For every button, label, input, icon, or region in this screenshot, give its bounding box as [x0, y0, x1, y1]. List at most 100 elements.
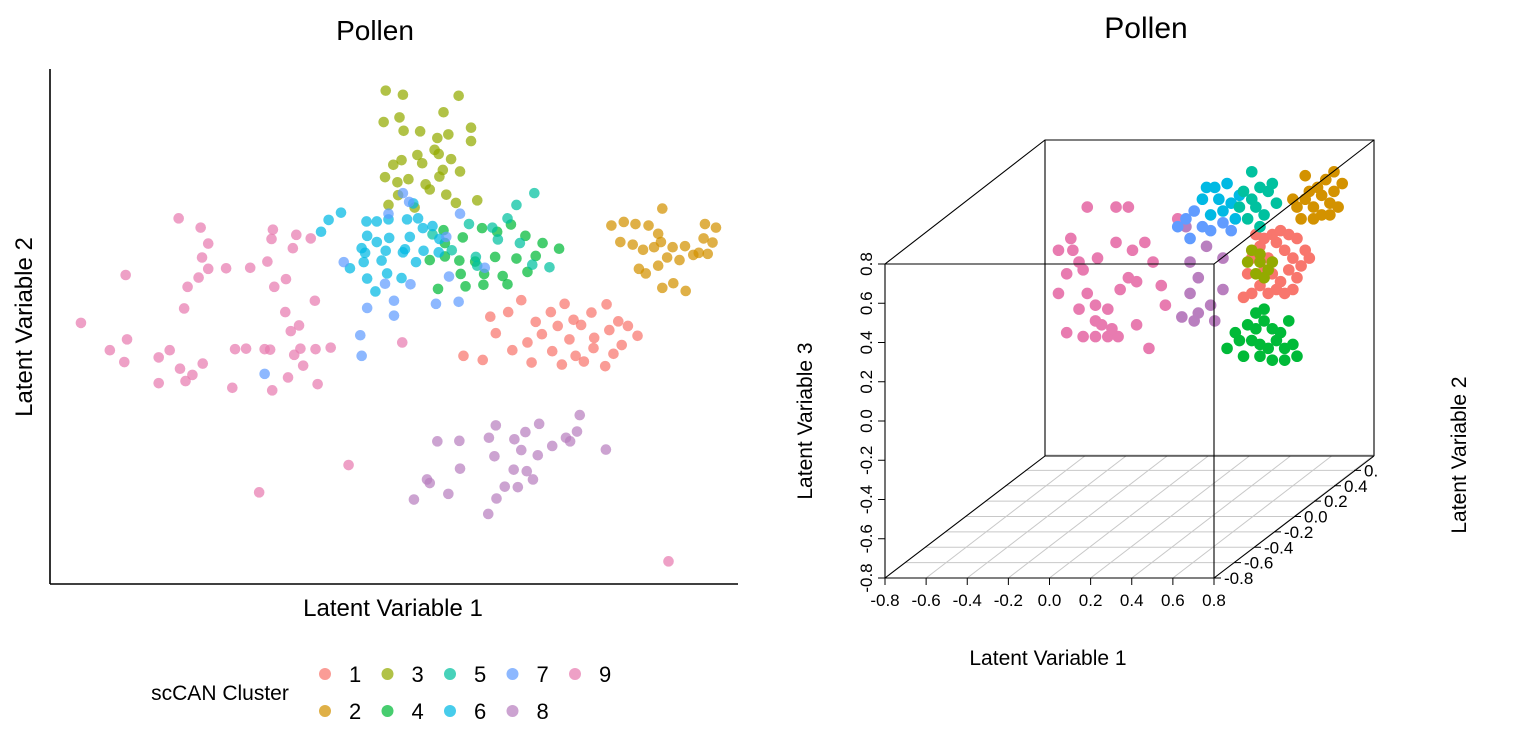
point-cluster-9 — [196, 252, 208, 263]
point3d-cluster-2 — [1324, 209, 1336, 221]
x-tick-label: -0.4 — [953, 591, 982, 610]
point-cluster-1 — [485, 311, 496, 323]
x-tick-label: 0.8 — [1202, 591, 1226, 610]
point-cluster-8 — [454, 435, 465, 447]
point-cluster-3 — [380, 85, 392, 96]
point-cluster-8 — [482, 508, 494, 520]
point-cluster-1 — [601, 299, 612, 310]
point3d-cluster-9 — [1077, 330, 1089, 343]
point-cluster-9 — [285, 325, 297, 337]
point-cluster-5 — [502, 213, 513, 224]
point3d-cluster-9 — [1159, 299, 1172, 312]
z-tick-label: 0.8 — [857, 252, 876, 276]
point3d-cluster-1 — [1287, 283, 1299, 296]
point3d-cluster-9 — [1067, 244, 1079, 257]
point-cluster-1 — [536, 328, 548, 340]
point3d-cluster-5 — [1245, 193, 1258, 206]
point-cluster-7 — [338, 256, 350, 268]
point3d-cluster-2 — [1319, 173, 1332, 186]
point-cluster-9 — [293, 320, 305, 331]
point-cluster-7 — [430, 298, 442, 310]
point3d-cluster-5 — [1254, 220, 1266, 233]
point-cluster-1 — [559, 298, 570, 310]
point-cluster-1 — [575, 319, 587, 331]
point-cluster-8 — [564, 436, 576, 447]
point3d-cluster-7 — [1204, 224, 1217, 237]
point3d-cluster-2 — [1336, 177, 1349, 190]
point-cluster-6 — [315, 226, 327, 238]
legend-label-4: 4 — [412, 699, 424, 724]
point3d-cluster-4 — [1254, 350, 1266, 363]
z-tick-label: 0.0 — [857, 409, 876, 433]
point-cluster-1 — [586, 307, 597, 318]
point3d-cluster-9 — [1112, 330, 1124, 343]
y-tick-label: 0.0 — [1304, 508, 1328, 527]
point3d-cluster-2 — [1295, 213, 1307, 225]
point3d-cluster-4 — [1262, 342, 1274, 355]
x-tick-label: 0.6 — [1161, 591, 1185, 610]
point3d-cluster-9 — [1081, 287, 1094, 300]
x-tick-label: -0.6 — [911, 591, 940, 610]
point-cluster-6 — [358, 256, 370, 268]
z-tick-label: -0.4 — [857, 485, 876, 514]
point-cluster-9 — [104, 344, 116, 356]
axis-ticks-3d: -0.8 -0.6 -0.4 -0.2 0.0 0.2 0.4 0.6 0.8-0.8-0.6-… — [857, 252, 1378, 610]
point3d-cluster-1 — [1241, 268, 1254, 280]
point3d-cluster-9 — [1139, 236, 1151, 249]
point-cluster-6 — [323, 214, 334, 226]
point-cluster-7 — [440, 231, 452, 243]
y-tick-label: -0.4 — [1264, 538, 1293, 557]
point-cluster-7 — [379, 278, 391, 290]
point-cluster-3 — [396, 154, 407, 166]
point3d-cluster-4 — [1287, 338, 1299, 351]
y-tick-label: 0. — [1364, 461, 1378, 480]
point-cluster-4 — [476, 222, 488, 234]
point-cluster-9 — [309, 295, 321, 307]
point-cluster-2 — [618, 216, 630, 228]
x-tick-label: 0.4 — [1120, 591, 1144, 610]
point3d-cluster-6 — [1204, 209, 1217, 221]
point-cluster-7 — [259, 368, 270, 380]
point-cluster-5 — [446, 244, 458, 256]
point3d-cluster-8 — [1176, 311, 1188, 323]
x-tick-label: 0.2 — [1079, 591, 1103, 610]
point-cluster-4 — [502, 278, 513, 290]
legend-key-2 — [319, 705, 331, 717]
point3d-cluster-1 — [1278, 244, 1291, 257]
point-cluster-1 — [588, 342, 599, 354]
legend-label-5: 5 — [474, 662, 486, 687]
point3d-cluster-9 — [1143, 342, 1155, 355]
point-cluster-9 — [310, 343, 321, 355]
point-cluster-1 — [515, 294, 527, 306]
point-cluster-9 — [325, 342, 337, 353]
point-cluster-5 — [470, 251, 482, 263]
point-cluster-1 — [599, 360, 611, 372]
point3d-cluster-1 — [1295, 260, 1307, 272]
point-cluster-6 — [401, 214, 413, 225]
point-cluster-1 — [458, 350, 469, 362]
point-cluster-3 — [445, 153, 457, 165]
point3d-cluster-6 — [1200, 181, 1213, 194]
legend-label-2: 2 — [349, 699, 361, 724]
legend-title: scCAN Cluster — [151, 682, 289, 705]
point3d-cluster-4 — [1221, 342, 1233, 355]
point-cluster-2 — [674, 254, 685, 266]
point-cluster-9 — [180, 375, 191, 387]
point3d-cluster-4 — [1282, 315, 1295, 327]
point-cluster-1 — [608, 348, 619, 360]
point-cluster-9 — [187, 369, 198, 381]
point-cluster-9 — [220, 263, 232, 274]
point-cluster-3 — [438, 106, 449, 118]
point-cluster-6 — [418, 245, 429, 257]
legend: scCAN Cluster 1 2 3 4 5 6 7 8 9 — [151, 662, 611, 724]
point-cluster-9 — [305, 233, 317, 244]
point3d-cluster-1 — [1291, 232, 1303, 245]
point3d-cluster-4 — [1250, 322, 1262, 335]
point-cluster-3 — [398, 125, 409, 137]
point3d-cluster-9 — [1091, 252, 1104, 264]
point-cluster-2 — [687, 249, 699, 261]
point-cluster-6 — [370, 286, 381, 297]
point-cluster-9 — [282, 372, 294, 383]
legend-items: 1 2 3 4 5 6 7 8 9 — [319, 662, 611, 724]
